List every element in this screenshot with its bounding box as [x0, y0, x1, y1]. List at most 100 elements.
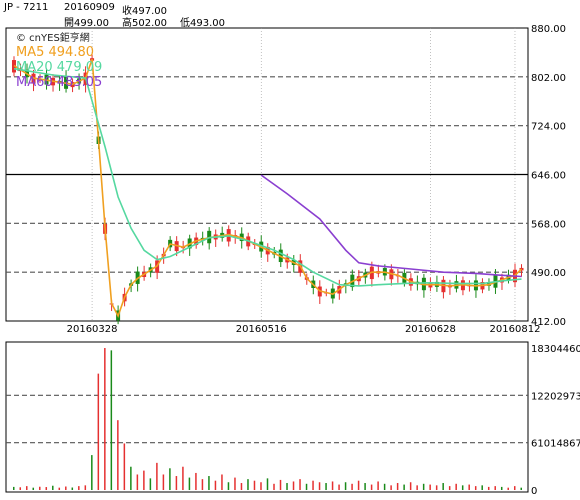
price-tick-label: 724.00 — [531, 122, 566, 133]
volume-bar — [169, 468, 171, 490]
volume-bar — [19, 487, 22, 490]
date-x-axis: 20160328 20160516 20160628 20160812 — [67, 324, 541, 335]
price-tick-label: 880.00 — [531, 24, 566, 35]
volume-bar — [195, 472, 197, 490]
volume-bar — [377, 481, 379, 490]
volume-bar — [104, 348, 106, 490]
volume-bar — [78, 486, 80, 490]
volume-bar — [130, 466, 132, 490]
volume-bar — [156, 462, 158, 490]
volume-bar — [45, 487, 48, 490]
volume-bar — [396, 483, 399, 490]
volume-bar — [331, 481, 334, 490]
volume-bar — [240, 483, 243, 490]
volume-bar — [487, 486, 490, 490]
volume-bar — [175, 476, 178, 490]
volume-bar — [416, 485, 418, 490]
volume-bar — [266, 478, 269, 490]
date-tick-label: 20160516 — [236, 324, 287, 335]
close-price: 收497.00 — [122, 6, 167, 17]
volume-tick-label: 0 — [531, 486, 537, 497]
price-grid — [6, 28, 528, 321]
volume-bar — [26, 486, 28, 490]
volume-tick-label: 61014867 — [531, 439, 580, 450]
volume-bar — [409, 482, 412, 490]
high-price: 高502.00 — [122, 18, 167, 29]
volume-bar — [312, 480, 314, 490]
volume-bar — [468, 484, 470, 490]
volume-bar — [117, 420, 119, 490]
volume-bar — [84, 485, 87, 490]
volume-bar — [500, 486, 503, 490]
volume-bar — [325, 483, 327, 490]
volume-bar — [162, 474, 165, 490]
volume-bar — [429, 484, 431, 490]
price-tick-label: 490.00 — [531, 268, 566, 279]
volume-bar — [58, 487, 61, 490]
volume-bar — [351, 483, 353, 490]
volume-bar — [390, 485, 392, 490]
volume-grid — [6, 394, 528, 444]
volume-bar — [221, 474, 223, 490]
volume-bar — [507, 487, 509, 490]
volume-bar — [461, 485, 464, 490]
legend-ma20: MA20 479.09 — [16, 60, 102, 75]
stock-code: JP - 7211 — [4, 2, 49, 13]
volume-bar — [71, 487, 74, 490]
date-tick-label: 20160628 — [405, 324, 456, 335]
volume-bar — [286, 483, 288, 490]
date-tick-label: 20160812 — [490, 324, 541, 335]
volume-bar — [305, 483, 308, 490]
volume-bar — [435, 485, 438, 490]
volume-bar — [214, 480, 217, 490]
source-label: © cnYES鉅亨網 — [16, 31, 90, 44]
volume-bar — [520, 487, 522, 490]
ma-line-ma5 — [13, 59, 523, 319]
volume-tick-label: 183044600 — [531, 344, 580, 355]
volume-bar — [279, 479, 282, 490]
volume-bar — [188, 477, 191, 490]
volume-bar — [442, 483, 444, 490]
volume-bar — [136, 474, 139, 490]
price-tick-label: 802.00 — [531, 73, 566, 84]
volume-bar — [32, 487, 35, 490]
volume-bar — [182, 466, 184, 490]
volume-bar — [52, 485, 54, 490]
volume-bar — [383, 483, 386, 490]
volume-bar — [91, 455, 93, 490]
volume-bar — [422, 483, 425, 490]
price-y-axis: 880.00 802.00 724.00 646.00 568.00 490.00 412.… — [531, 24, 566, 328]
volume-bar — [344, 482, 347, 490]
volume-panel-frame — [5, 341, 529, 493]
volume-bar — [65, 486, 67, 490]
volume-bar — [208, 476, 210, 490]
volume-bar — [39, 486, 41, 490]
volume-bar — [247, 479, 249, 490]
quote-header: JP - 7211 20160909 收497.00 開499.00 高502.… — [0, 0, 300, 29]
volume-bar — [123, 443, 126, 490]
volume-bar — [357, 480, 360, 490]
ma-line-ma20 — [13, 67, 522, 287]
legend-ma5: MA5 494.80 — [16, 45, 94, 60]
volume-bar — [318, 482, 321, 490]
volume-bar — [494, 486, 496, 490]
volume-bar — [299, 479, 301, 490]
price-tick-label: 568.00 — [531, 219, 566, 230]
volume-bar — [455, 483, 457, 490]
volume-bar — [273, 483, 275, 490]
low-price: 低493.00 — [180, 18, 225, 29]
volume-bar — [201, 479, 204, 490]
volume-bar — [13, 486, 15, 490]
volume-bar — [253, 480, 256, 490]
date-tick-label: 20160328 — [67, 324, 118, 335]
volume-bar — [474, 486, 477, 490]
volume-bar — [364, 483, 366, 490]
moving-average-lines — [13, 59, 523, 319]
volume-bar — [97, 373, 100, 490]
volume-bar — [292, 481, 295, 490]
quote-date: 20160909 — [64, 2, 115, 13]
volume-bar — [110, 350, 113, 490]
volume-bar — [260, 482, 262, 490]
price-tick-label: 412.00 — [531, 317, 566, 328]
